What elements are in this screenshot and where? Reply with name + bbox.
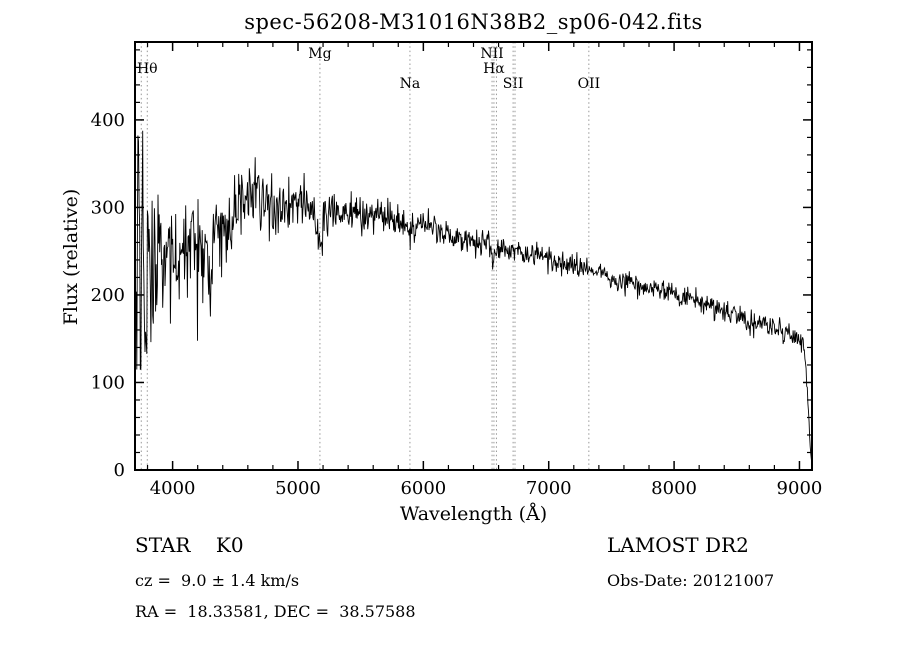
x-tick-label: 9000 (777, 478, 823, 499)
plot-title: spec-56208-M31016N38B2_sp06-042.fits (244, 10, 703, 34)
spectral-line-label: NII (480, 46, 503, 62)
y-tick-label: 0 (114, 460, 125, 481)
y-tick-label: 400 (91, 110, 125, 131)
coordinates-label: RA = 18.33581, DEC = 38.57588 (135, 602, 416, 621)
survey-label: LAMOST DR2 (607, 533, 749, 557)
obs-date-label: Obs-Date: 20121007 (607, 571, 775, 590)
x-tick-label: 8000 (651, 478, 697, 499)
y-tick-label: 300 (91, 197, 125, 218)
cz-velocity-label: cz = 9.0 ± 1.4 km/s (135, 571, 300, 590)
object-class-label: STAR K0 (135, 533, 244, 557)
axes-box (134, 41, 813, 471)
spectral-line-label: Mg (308, 46, 331, 62)
x-tick-label: 6000 (400, 478, 446, 499)
spectral-line-label: Hα (483, 61, 505, 77)
spectrum-path (135, 130, 812, 461)
x-axis-label: Wavelength (Å) (399, 503, 548, 525)
spectral-line-label: Na (400, 76, 421, 92)
x-tick-label: 5000 (275, 478, 321, 499)
spectral-line-label: SII (503, 76, 524, 92)
spectral-line-label: OII (578, 76, 601, 92)
y-tick-label: 100 (91, 372, 125, 393)
spectral-line-label: Hθ (137, 61, 158, 77)
y-tick-label: 200 (91, 285, 125, 306)
x-tick-label: 7000 (526, 478, 572, 499)
x-tick-label: 4000 (150, 478, 196, 499)
